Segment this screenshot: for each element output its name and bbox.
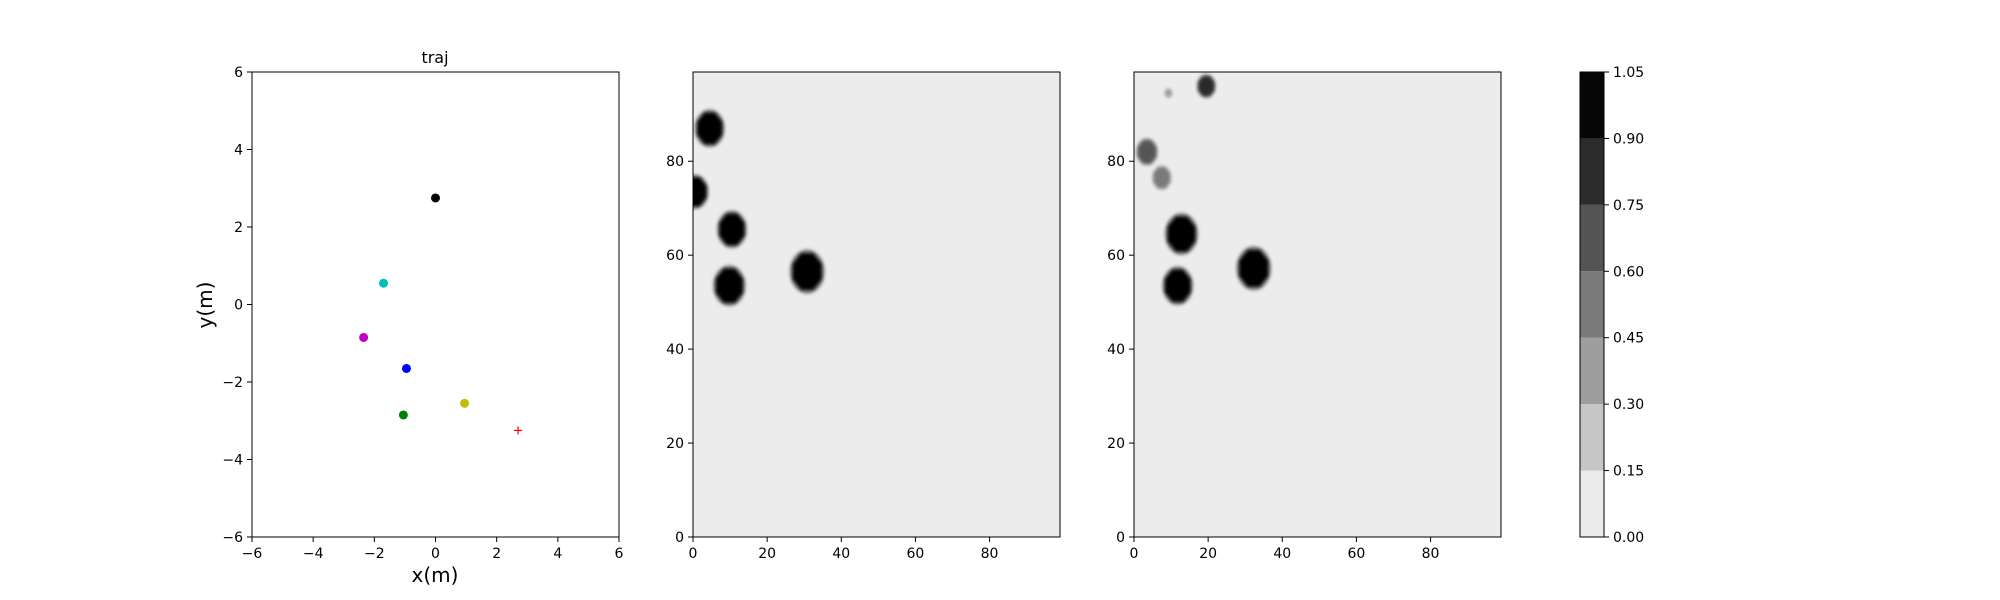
map-panel-2: 0 20 40 60 80 0 20 40 60 80 bbox=[1107, 71, 1502, 562]
obstacle-blob bbox=[1196, 73, 1216, 99]
map2-axes-frame bbox=[1133, 71, 1502, 538]
x-tick-label: −6 bbox=[242, 546, 263, 562]
x-tick-label: 40 bbox=[832, 546, 850, 562]
y-tick-label: 0 bbox=[1116, 530, 1125, 546]
map1-background bbox=[693, 72, 1060, 537]
obstacle-blob bbox=[1162, 266, 1194, 306]
map1-obstacles bbox=[693, 109, 825, 307]
x-tick-label: 20 bbox=[1199, 546, 1217, 562]
traj-xlabel: x(m) bbox=[412, 563, 459, 587]
traj-points bbox=[359, 193, 523, 435]
colorbar-band bbox=[1580, 404, 1604, 471]
colorbar-band bbox=[1580, 271, 1604, 338]
y-tick-label: 40 bbox=[1107, 342, 1125, 358]
x-tick-label: 2 bbox=[492, 546, 501, 562]
x-tick-label: 0 bbox=[431, 546, 440, 562]
traj-ylabel: y(m) bbox=[193, 282, 217, 329]
x-tick-label: −4 bbox=[303, 546, 324, 562]
obstacle-blob bbox=[693, 174, 709, 210]
y-tick-label: 80 bbox=[666, 154, 684, 170]
colorbar-band bbox=[1580, 138, 1604, 205]
obstacle-blob bbox=[789, 249, 825, 294]
colorbar: 0.00 0.15 0.30 0.45 0.60 0.75 0.90 1.05 bbox=[1579, 65, 1644, 546]
obstacle-blob bbox=[1236, 246, 1272, 291]
obstacle-blob bbox=[1151, 165, 1172, 191]
map1-ticks: 0 20 40 60 80 0 20 40 60 80 bbox=[666, 154, 998, 562]
y-tick-label: 40 bbox=[666, 342, 684, 358]
x-tick-label: 60 bbox=[1348, 546, 1366, 562]
x-tick-label: 0 bbox=[1130, 546, 1139, 562]
map2-obstacles bbox=[1136, 73, 1272, 306]
colorbar-frame bbox=[1579, 71, 1605, 538]
y-tick-label: 0 bbox=[234, 298, 243, 314]
x-tick-label: 60 bbox=[907, 546, 925, 562]
y-tick-label: 2 bbox=[234, 220, 243, 236]
obstacle-blob bbox=[716, 210, 747, 249]
obstacle-blob bbox=[713, 265, 746, 307]
y-tick-label: 60 bbox=[666, 248, 684, 264]
obstacle-blob bbox=[1164, 213, 1199, 256]
y-tick-label: 80 bbox=[1107, 154, 1125, 170]
colorbar-band bbox=[1580, 204, 1604, 272]
traj-title: traj bbox=[421, 48, 448, 67]
colorbar-tick-label: 0.75 bbox=[1613, 198, 1644, 214]
x-tick-label: −2 bbox=[364, 546, 385, 562]
map-panel-1: 0 20 40 60 80 0 20 40 60 80 bbox=[666, 71, 1061, 562]
agent-point bbox=[379, 278, 389, 288]
x-tick-label: 4 bbox=[553, 546, 562, 562]
colorbar-tick-label: 0.00 bbox=[1613, 530, 1644, 546]
colorbar-tick-label: 1.05 bbox=[1613, 65, 1644, 81]
obstacle-blob bbox=[1164, 88, 1173, 98]
colorbar-tick-label: 0.60 bbox=[1613, 264, 1644, 280]
traj-panel: traj −6 −4 −2 0 2 4 6 −6 −4 −2 0 2 4 6 x(m) y(m) bbox=[193, 48, 624, 587]
y-tick-label: −2 bbox=[222, 375, 243, 391]
y-tick-label: 4 bbox=[234, 143, 243, 159]
y-tick-label: 60 bbox=[1107, 248, 1125, 264]
x-tick-label: 20 bbox=[758, 546, 776, 562]
y-tick-label: −4 bbox=[222, 453, 243, 469]
map1-axes-frame bbox=[692, 71, 1061, 538]
colorbar-tick-label: 0.45 bbox=[1613, 331, 1644, 347]
agent-point bbox=[359, 332, 369, 342]
x-tick-label: 40 bbox=[1273, 546, 1291, 562]
colorbar-ticks: 0.00 0.15 0.30 0.45 0.60 0.75 0.90 1.05 bbox=[1604, 65, 1644, 546]
traj-axes-frame bbox=[251, 71, 620, 538]
x-tick-label: 0 bbox=[689, 546, 698, 562]
y-tick-label: −6 bbox=[222, 530, 243, 546]
colorbar-tick-label: 0.15 bbox=[1613, 464, 1644, 480]
obstacle-blob bbox=[694, 109, 725, 148]
colorbar-bands bbox=[1580, 72, 1604, 537]
agent-point bbox=[460, 398, 470, 408]
colorbar-band bbox=[1580, 72, 1604, 139]
y-tick-label: 6 bbox=[234, 65, 243, 81]
x-tick-label: 6 bbox=[615, 546, 624, 562]
agent-point bbox=[398, 410, 408, 420]
colorbar-tick-label: 0.90 bbox=[1613, 131, 1644, 147]
y-tick-label: 20 bbox=[1107, 436, 1125, 452]
goal-marker bbox=[514, 426, 523, 435]
x-tick-label: 80 bbox=[981, 546, 999, 562]
map2-background bbox=[1134, 72, 1501, 537]
y-tick-label: 20 bbox=[666, 436, 684, 452]
colorbar-band bbox=[1580, 337, 1604, 405]
agent-point bbox=[431, 193, 440, 203]
map2-ticks: 0 20 40 60 80 0 20 40 60 80 bbox=[1107, 154, 1439, 562]
colorbar-band bbox=[1580, 470, 1604, 537]
y-tick-label: 0 bbox=[675, 530, 684, 546]
obstacle-blob bbox=[1136, 138, 1158, 166]
traj-ticks: −6 −4 −2 0 2 4 6 −6 −4 −2 0 2 4 6 bbox=[222, 65, 623, 562]
colorbar-tick-label: 0.30 bbox=[1613, 397, 1644, 413]
agent-point bbox=[401, 363, 411, 373]
x-tick-label: 80 bbox=[1422, 546, 1440, 562]
